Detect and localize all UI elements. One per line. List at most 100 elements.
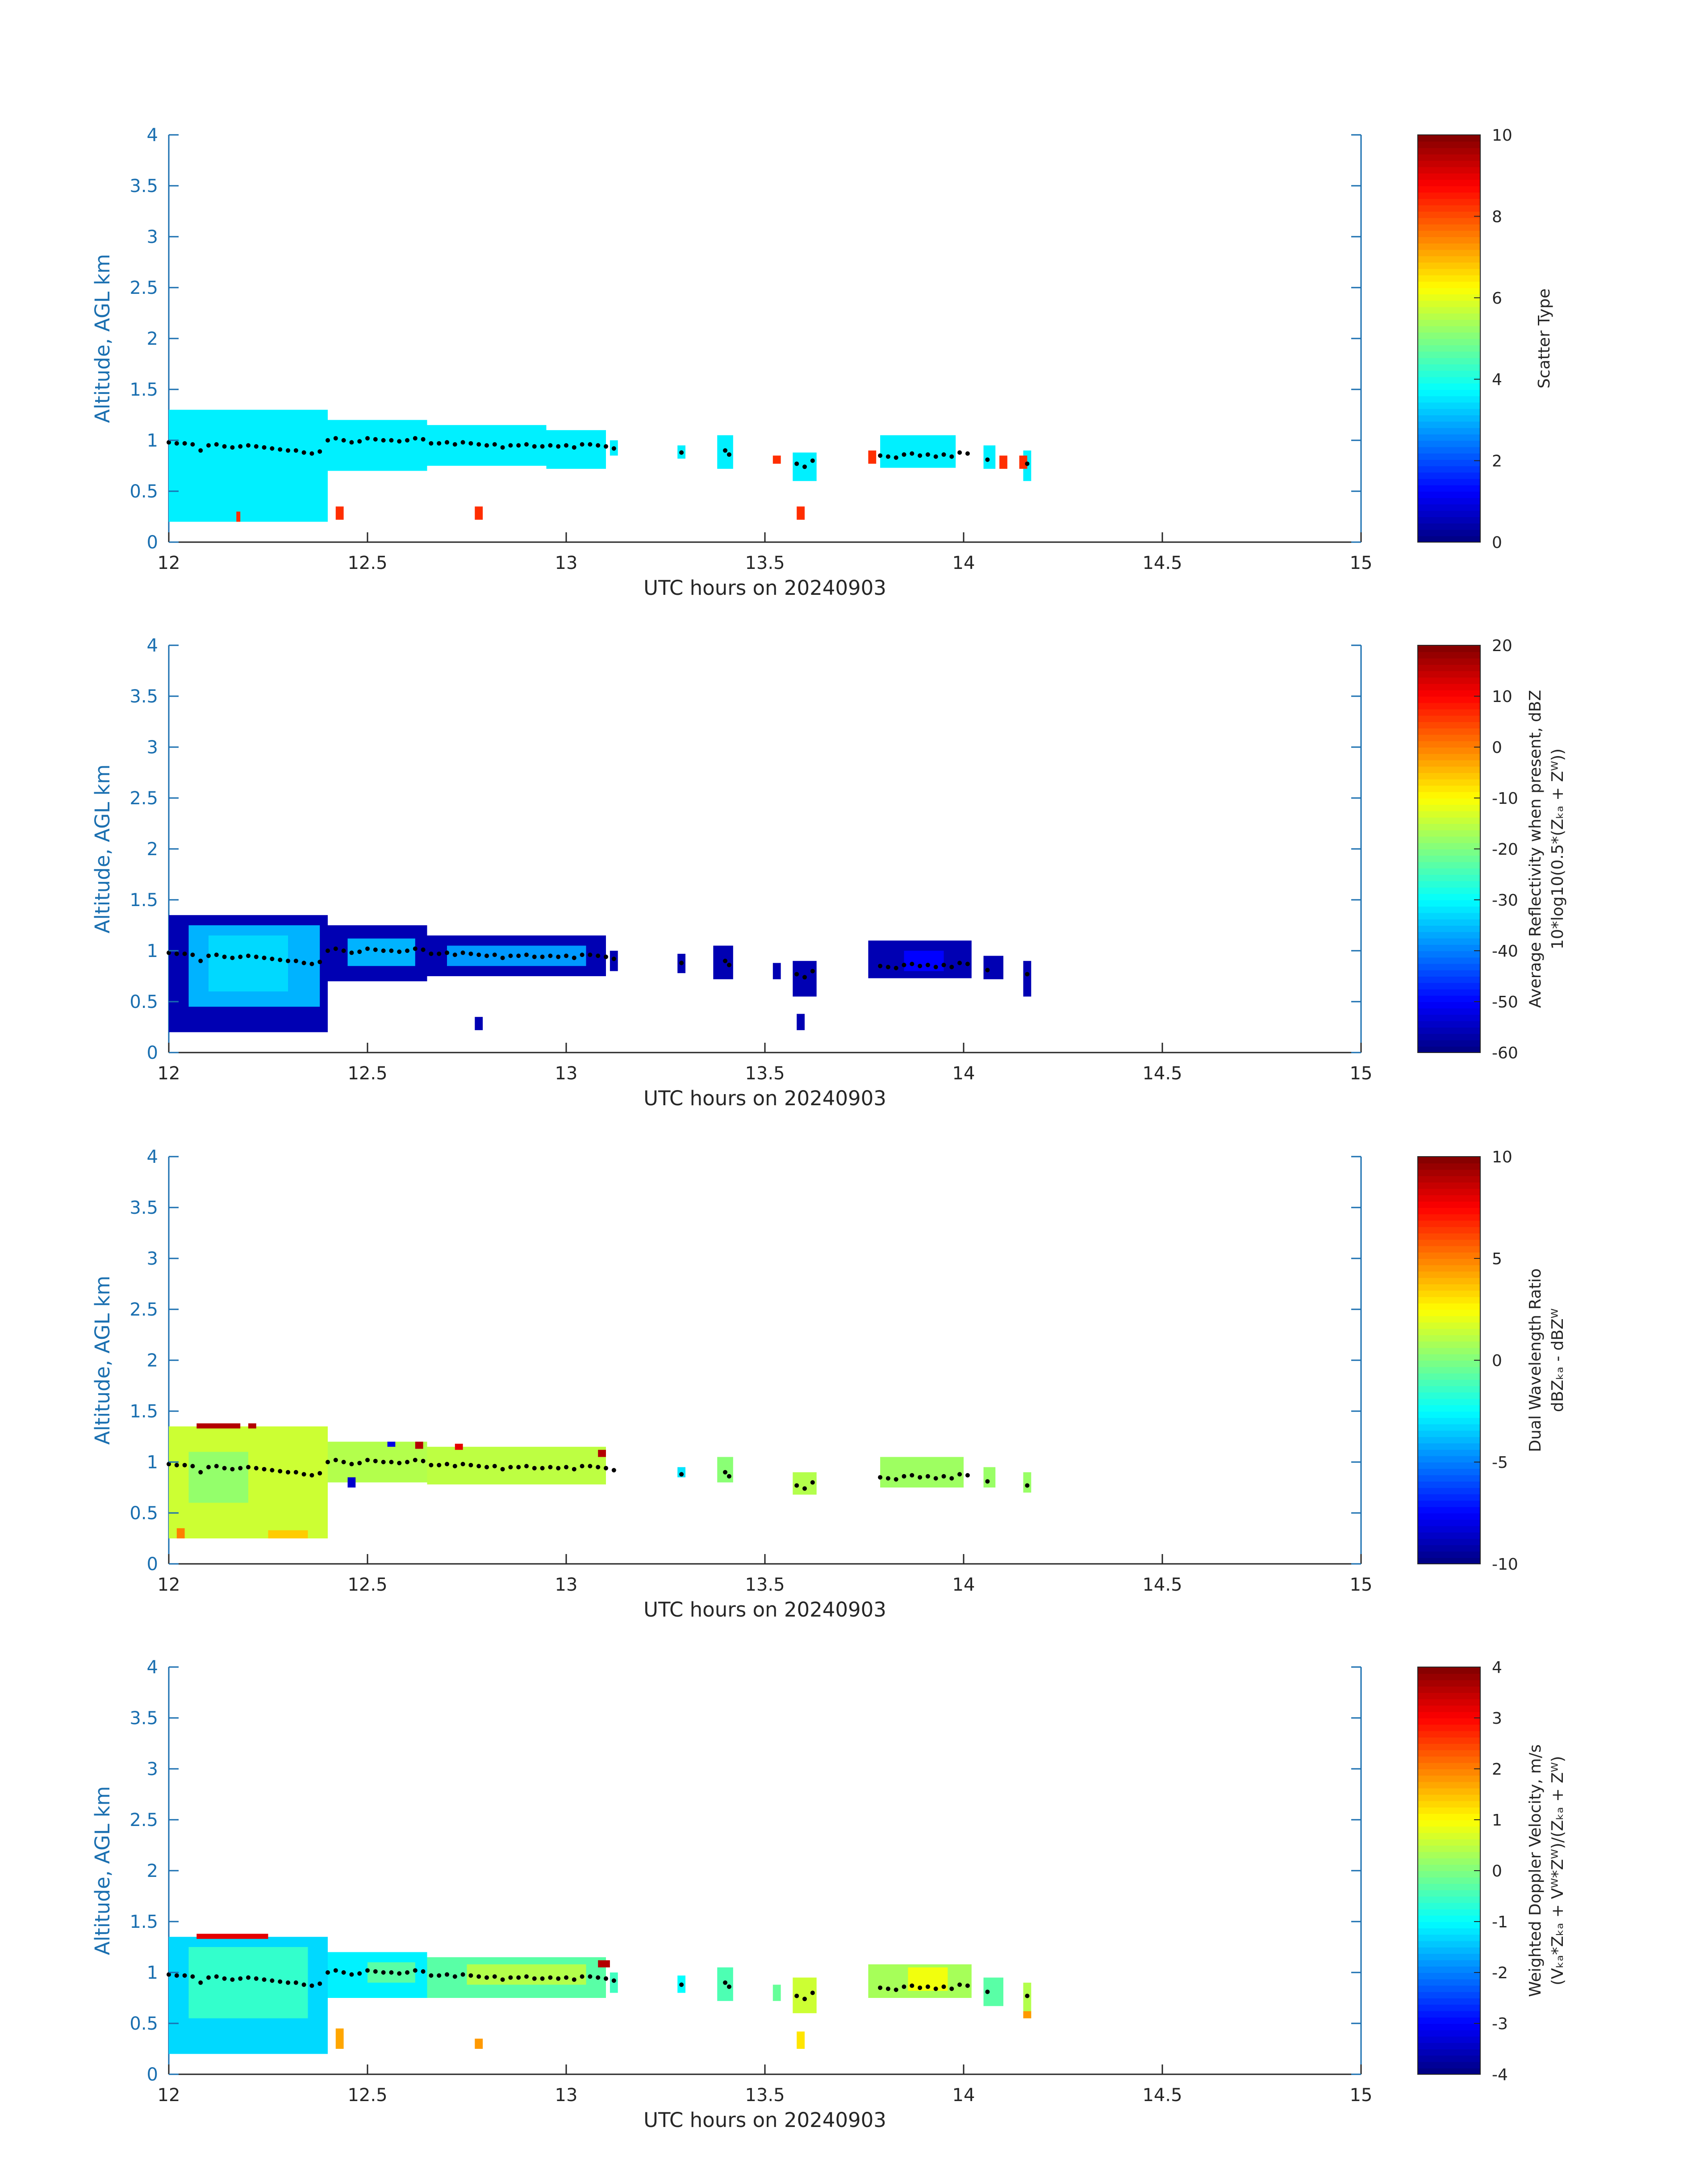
cloud-base-dot: [794, 972, 799, 977]
data-cell: [904, 951, 944, 971]
colorbar-segment: [1418, 1335, 1480, 1342]
y-tick-label: 2.5: [129, 278, 158, 298]
colorbar-tick-label: -50: [1492, 993, 1518, 1011]
colorbar-segment: [1418, 338, 1480, 346]
cloud-base-dot: [985, 968, 990, 973]
colorbar-segment: [1418, 2023, 1480, 2031]
cloud-base-dot: [357, 949, 362, 954]
cloud-base-dot: [190, 442, 195, 447]
cloud-base-dot: [293, 958, 298, 963]
panel-1: 12 12.5 13 13.5 14 14.5 15 0 0.5 1 1.5 2 2.5 3 3.5 4 UTC…: [91, 125, 1553, 600]
colorbar-segment: [1418, 1392, 1480, 1399]
cloud-base-dot: [492, 442, 497, 447]
colorbar-segment: [1418, 982, 1480, 990]
cloud-base-dot: [286, 1470, 290, 1475]
colorbar-segment: [1418, 963, 1480, 970]
cloud-base-dot: [885, 1476, 890, 1481]
cloud-base-dot: [727, 452, 731, 457]
colorbar-segment: [1418, 1455, 1480, 1462]
cloud-base-dot: [476, 1464, 481, 1469]
colorbar-segment: [1418, 1040, 1480, 1047]
colorbar-segment: [1418, 645, 1480, 652]
colorbar-segment: [1418, 1220, 1480, 1227]
colorbar-segment: [1418, 734, 1480, 741]
colorbar-segment: [1418, 906, 1480, 913]
data-cell: [475, 506, 483, 520]
colorbar-segment: [1418, 1163, 1480, 1170]
colorbar-segment: [1418, 1239, 1480, 1246]
colorbar-segment: [1418, 217, 1480, 225]
colorbar-segment: [1418, 1985, 1480, 1992]
cloud-base-dot: [548, 443, 553, 448]
cloud-base-dot: [198, 958, 203, 963]
colorbar-segment: [1418, 1711, 1480, 1718]
cloud-base-dot: [341, 949, 346, 953]
y-axis-title: Altitude, AGL km: [91, 1276, 114, 1445]
cloud-base-dot: [802, 464, 807, 469]
colorbar-frame: [1417, 134, 1481, 543]
cloud-base-dot: [468, 951, 473, 956]
cloud-base-dot: [985, 1989, 990, 1994]
colorbar-segment: [1418, 1545, 1480, 1552]
cloud-base-dot: [381, 949, 386, 953]
colorbar-segment: [1418, 773, 1480, 780]
cloud-base-dot: [588, 1974, 593, 1979]
cloud-base-dot: [365, 946, 370, 951]
cloud-base-dot: [572, 445, 576, 450]
y-tick-label: 3.5: [129, 1198, 158, 1218]
colorbar-segment: [1418, 1033, 1480, 1040]
cloud-base-dot: [326, 1460, 330, 1464]
cloud-base-dot: [596, 1465, 601, 1470]
colorbar-segment: [1418, 313, 1480, 320]
colorbar-segment: [1418, 760, 1480, 767]
colorbar-segment: [1418, 1284, 1480, 1291]
colorbar-segment: [1418, 281, 1480, 288]
colorbar-title: Average Reflectivity when present, dBZ: [1526, 690, 1545, 1008]
cloud-base-dot: [262, 955, 267, 960]
y-tick-label: 3: [147, 1759, 158, 1780]
colorbar-segment: [1418, 2030, 1480, 2037]
data-cell: [347, 1477, 356, 1488]
cloud-base-dot: [333, 1968, 338, 1973]
cloud-base-dot: [206, 443, 211, 448]
colorbar-segment: [1418, 1404, 1480, 1412]
colorbar-segment: [1418, 249, 1480, 256]
y-tick-label: 2: [147, 1861, 158, 1881]
cloud-base-dot: [214, 953, 219, 957]
colorbar-tick-label: -2: [1492, 1964, 1508, 1982]
cloud-base-dot: [397, 439, 402, 444]
cloud-base-dot: [548, 953, 553, 958]
colorbar-segment: [1418, 262, 1480, 269]
cloud-base-dot: [611, 1468, 616, 1473]
cloud-base-dot: [727, 962, 731, 967]
data-cell: [475, 1017, 483, 1030]
colorbar-segment: [1418, 1915, 1480, 1922]
colorbar-segment: [1418, 147, 1480, 155]
x-tick-label: 13.5: [745, 1063, 785, 1084]
colorbar-segment: [1418, 811, 1480, 818]
cloud-base-dot: [878, 1475, 883, 1480]
colorbar-segment: [1418, 1724, 1480, 1731]
colorbar-segment: [1418, 1354, 1480, 1361]
colorbar-segment: [1418, 1214, 1480, 1221]
colorbar-segment: [1418, 753, 1480, 760]
cloud-base-dot: [190, 1464, 195, 1469]
cloud-base-dot: [246, 953, 251, 958]
colorbar-segment: [1418, 791, 1480, 798]
colorbar-segment: [1418, 1020, 1480, 1028]
cloud-base-dot: [894, 1987, 898, 1992]
colorbar-segment: [1418, 874, 1480, 882]
cloud-base-dot: [949, 965, 954, 969]
colorbar-segment: [1418, 912, 1480, 919]
x-tick-label: 12.5: [347, 2085, 387, 2106]
colorbar-segment: [1418, 478, 1480, 485]
cloud-base-dot: [484, 1465, 489, 1470]
cloud-base-dot: [349, 1972, 354, 1977]
cloud-base-dot: [326, 949, 330, 953]
cloud-base-dot: [794, 1993, 799, 1998]
colorbar-segment: [1418, 881, 1480, 888]
cloud-base-dot: [957, 450, 962, 455]
colorbar-segment: [1418, 427, 1480, 435]
cloud-base-dot: [564, 953, 568, 958]
data-cell: [328, 420, 427, 471]
